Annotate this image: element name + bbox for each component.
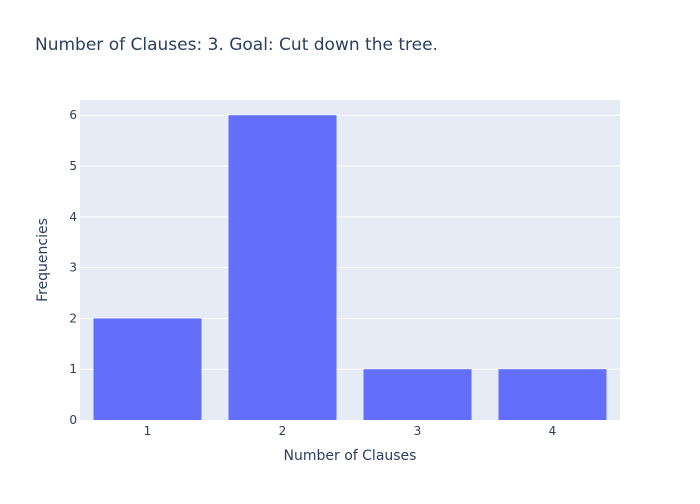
x-axis-label: Number of Clauses [284, 448, 417, 464]
y-tick-label: 5 [69, 159, 77, 173]
bar-1[interactable] [93, 318, 202, 420]
bars [93, 115, 607, 420]
y-axis-ticks: 0 1 2 3 4 5 6 [69, 108, 77, 427]
bar-4[interactable] [498, 369, 607, 420]
y-tick-label: 0 [69, 413, 77, 427]
y-tick-label: 2 [69, 311, 77, 325]
x-tick-label: 1 [144, 424, 152, 438]
y-tick-label: 3 [69, 261, 77, 275]
chart-title: Number of Clauses: 3. Goal: Cut down the… [35, 35, 438, 55]
x-tick-label: 2 [279, 424, 287, 438]
bar-3[interactable] [363, 369, 472, 420]
bar-2[interactable] [228, 115, 337, 420]
y-axis-label: Frequencies [35, 218, 51, 302]
y-tick-label: 4 [69, 210, 77, 224]
x-tick-label: 4 [549, 424, 557, 438]
y-tick-label: 6 [69, 108, 77, 122]
y-tick-label: 1 [69, 362, 77, 376]
x-axis-ticks: 1 2 3 4 [144, 424, 557, 438]
x-tick-label: 3 [414, 424, 422, 438]
